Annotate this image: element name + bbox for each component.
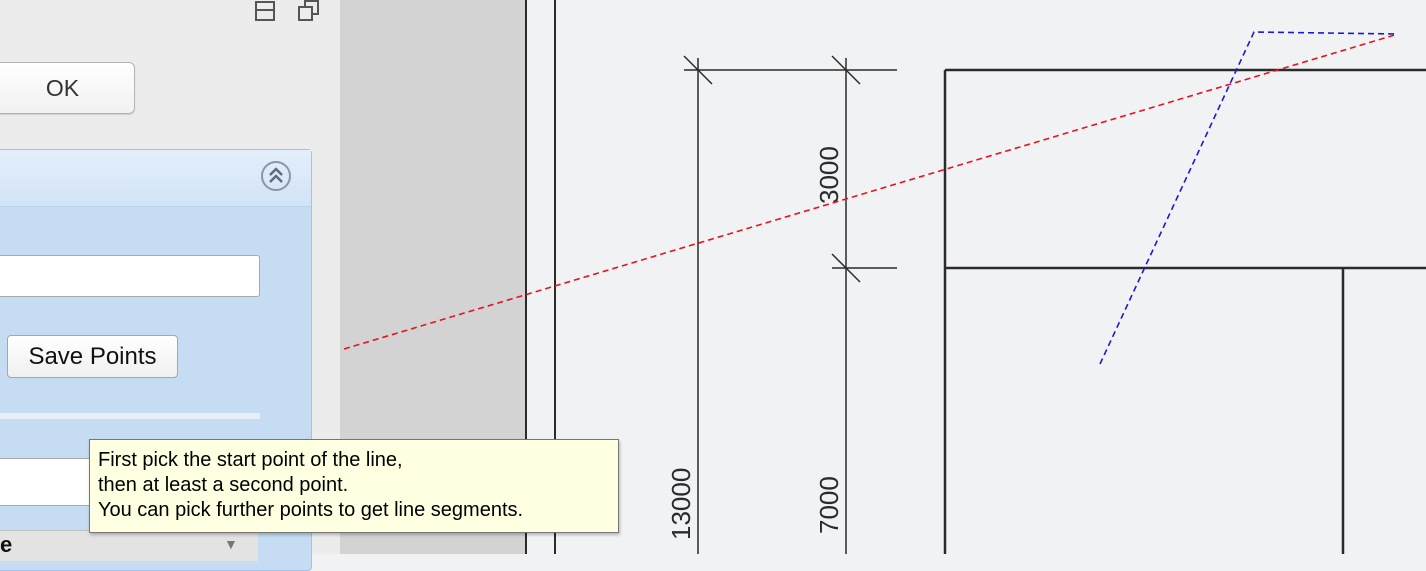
points-input[interactable] bbox=[0, 255, 260, 297]
restore-window-icon[interactable] bbox=[298, 0, 320, 22]
dimension-tick bbox=[683, 55, 713, 85]
dimension-label-upper: 3000 bbox=[814, 146, 844, 204]
tooltip-line: then at least a second point. bbox=[98, 474, 349, 496]
separator bbox=[0, 413, 260, 419]
mode-dropdown-value: e bbox=[0, 532, 13, 557]
dimension-tick bbox=[831, 55, 861, 85]
tooltip-line: You can pick further points to get line … bbox=[98, 499, 524, 521]
dimension-label-lower: 7000 bbox=[814, 476, 844, 534]
tooltip: First pick the start point of the line, … bbox=[89, 439, 619, 533]
construction-line-preview bbox=[1099, 31, 1398, 365]
panel-layout-icon[interactable] bbox=[254, 0, 276, 22]
ok-button[interactable]: OK bbox=[0, 62, 135, 114]
task-panel-header[interactable] bbox=[0, 150, 311, 207]
tooltip-line: First pick the start point of the line, bbox=[98, 449, 403, 471]
rubber-band-line-preview bbox=[343, 33, 1399, 350]
secondary-input[interactable] bbox=[0, 458, 95, 506]
double-chevron-up-icon[interactable] bbox=[260, 160, 291, 191]
dimension-tick bbox=[831, 253, 861, 283]
save-points-button[interactable]: Save Points bbox=[7, 335, 178, 378]
chevron-down-icon[interactable]: ▼ bbox=[224, 536, 238, 552]
dimension-label-total: 13000 bbox=[666, 468, 696, 540]
drawing-canvas[interactable]: 3000 13000 7000 bbox=[0, 0, 1426, 554]
